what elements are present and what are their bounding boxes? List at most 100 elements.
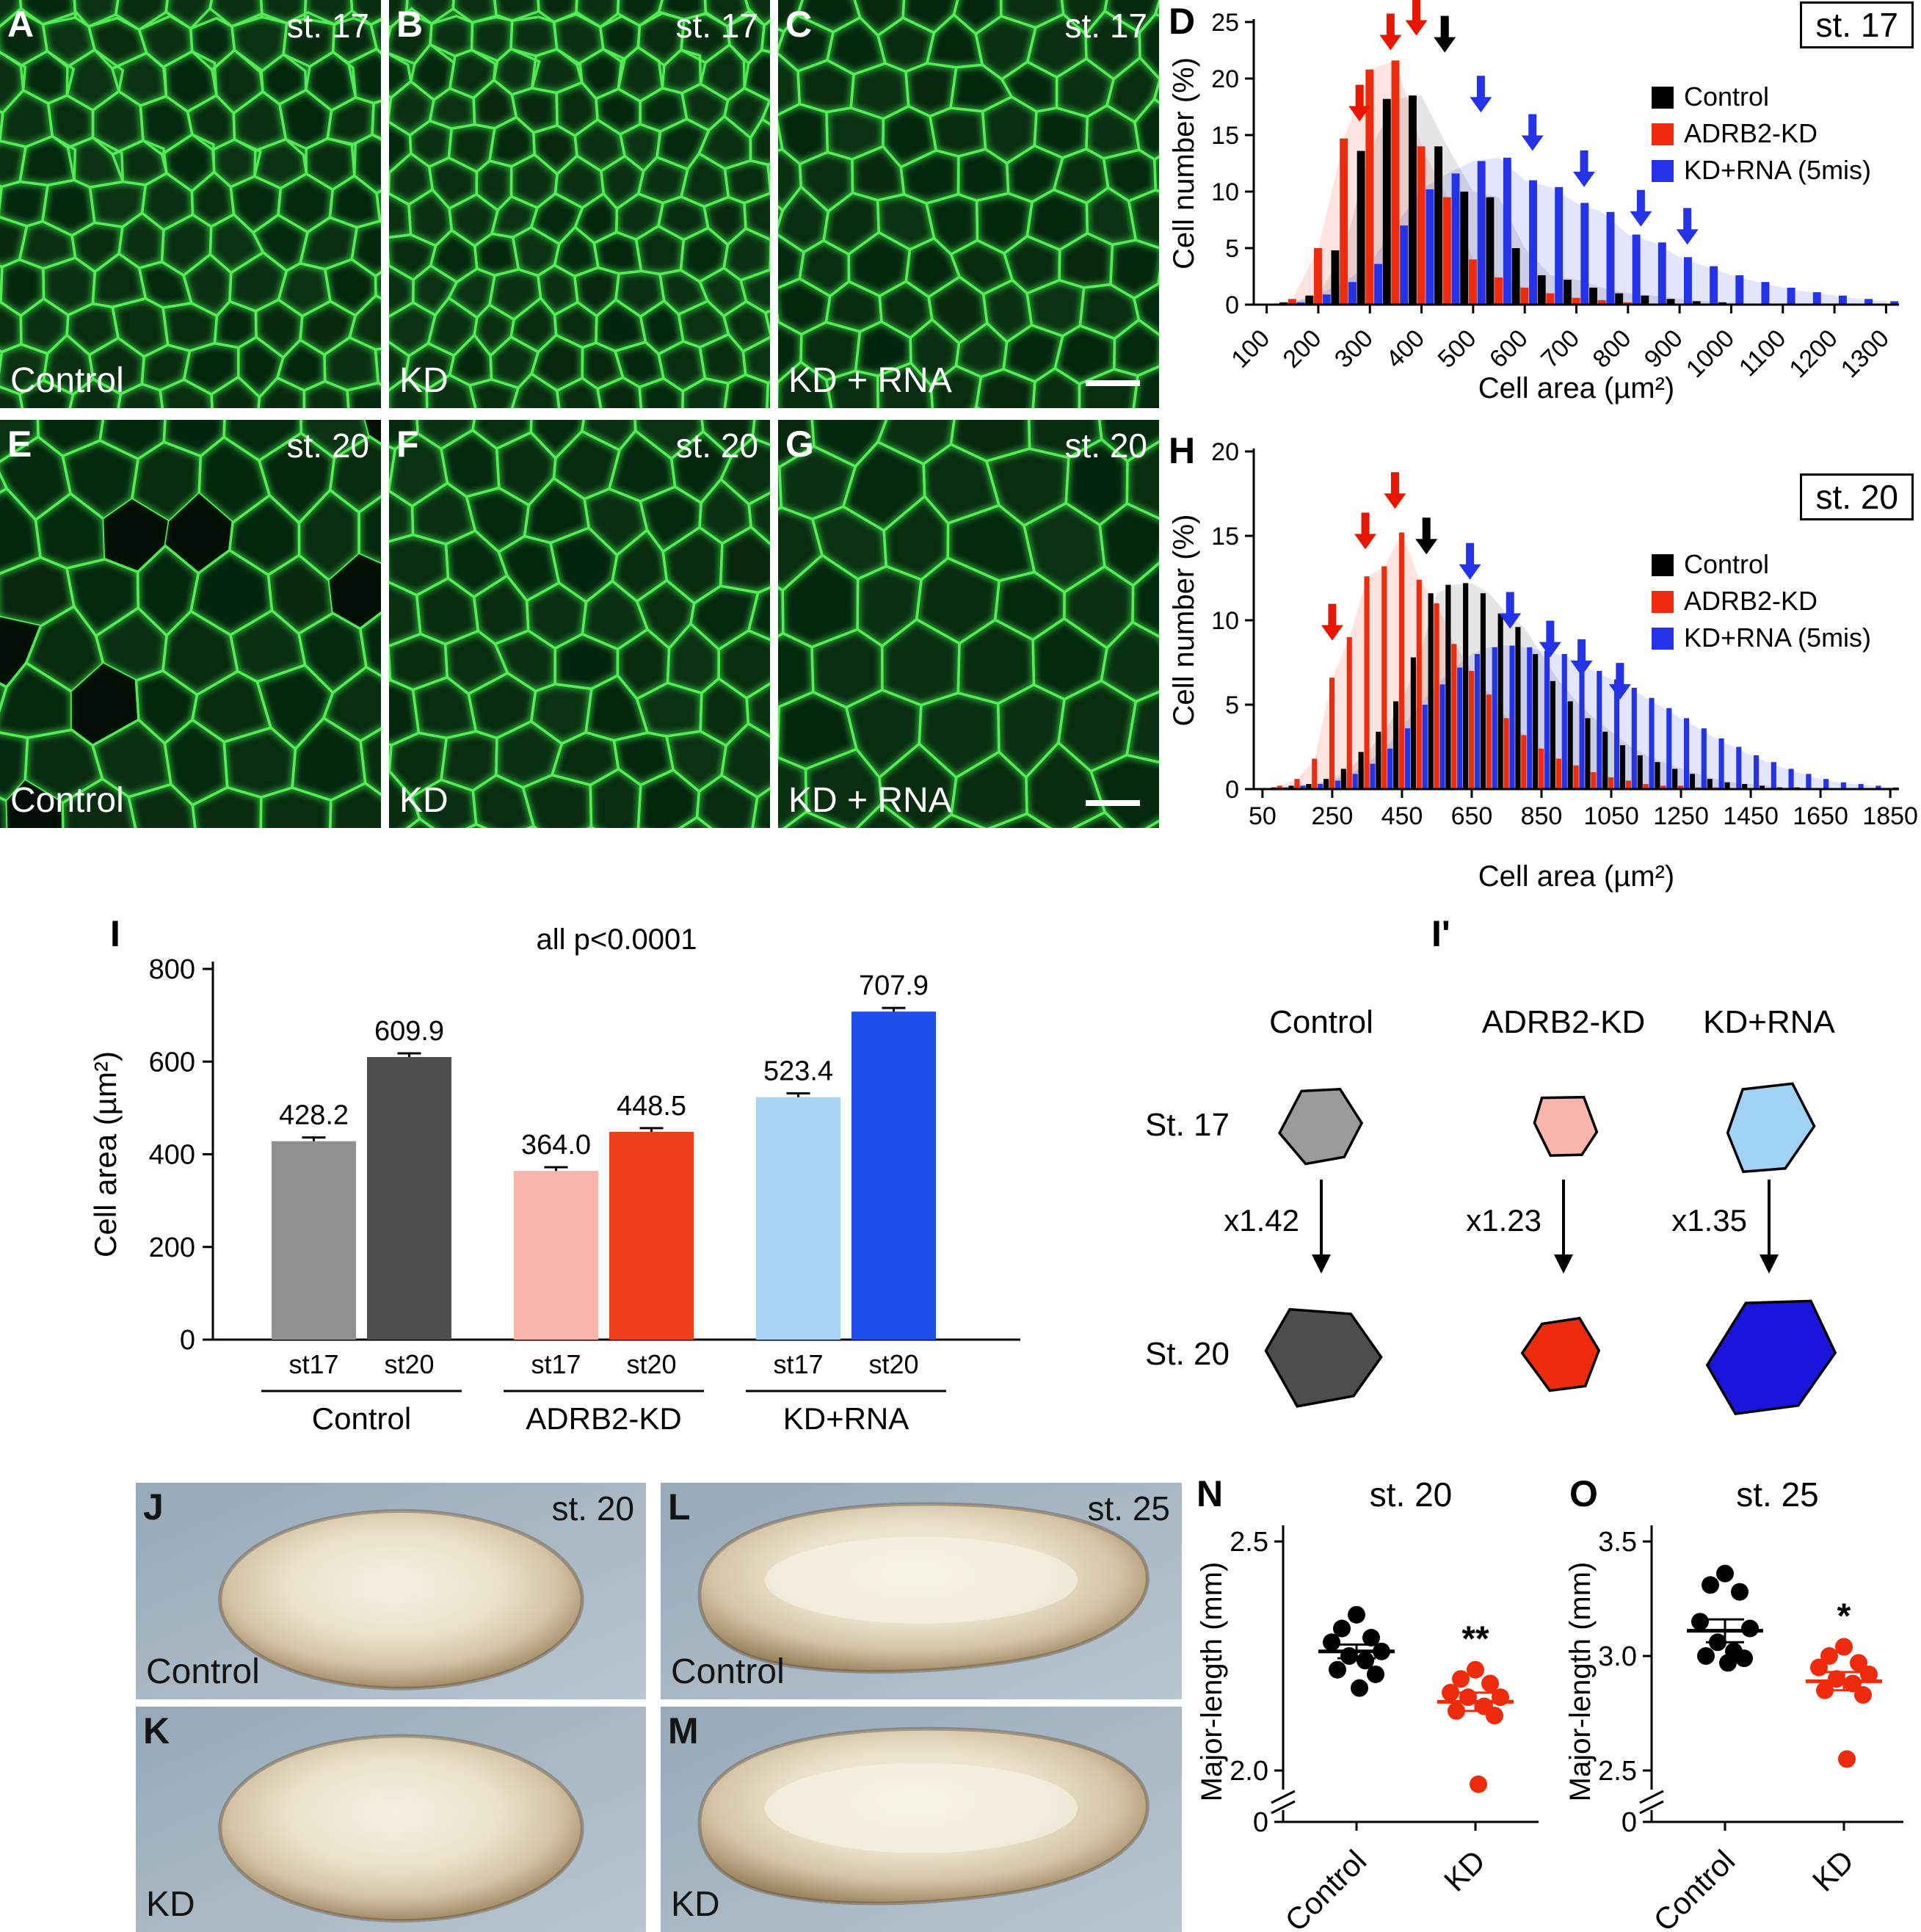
svg-text:1000: 1000 <box>1681 324 1740 383</box>
svg-text:50: 50 <box>1249 802 1277 830</box>
svg-text:KD+RNA: KD+RNA <box>1703 1004 1835 1040</box>
svg-text:Cell area (µm²): Cell area (µm²) <box>88 1051 123 1257</box>
panel-letter: A <box>7 4 35 45</box>
stage-label: st. 17 <box>286 7 369 45</box>
svg-text:**: ** <box>1461 1620 1489 1659</box>
svg-text:st20: st20 <box>626 1349 676 1379</box>
svg-text:Cell number (%): Cell number (%) <box>1168 57 1200 269</box>
panel-A: A st. 17 Control <box>0 0 381 408</box>
svg-text:St. 17: St. 17 <box>1145 1107 1230 1143</box>
svg-text:0: 0 <box>1622 1807 1637 1838</box>
svg-text:364.0: 364.0 <box>521 1130 591 1161</box>
svg-text:Cell number (%): Cell number (%) <box>1168 515 1200 727</box>
svg-text:KD+RNA: KD+RNA <box>783 1401 909 1436</box>
svg-text:st. 25: st. 25 <box>1736 1475 1819 1514</box>
svg-text:ADRB2-KD: ADRB2-KD <box>1684 586 1817 616</box>
stage-box: st. 17 <box>1800 1 1914 48</box>
panel-letter: O <box>1569 1473 1598 1514</box>
panel-letter: H <box>1169 430 1196 471</box>
svg-text:1650: 1650 <box>1793 802 1848 830</box>
svg-text:1100: 1100 <box>1734 324 1792 382</box>
svg-text:523.4: 523.4 <box>763 1056 833 1087</box>
svg-text:609.9: 609.9 <box>374 1016 444 1047</box>
panel-B: B st. 17 KD <box>389 0 770 408</box>
hexagon-growth-diagram: Control x1.42 ADRB2-KD x1.23 KD+RNA x1.35 St. … <box>1145 1004 1837 1415</box>
micrograph-E <box>0 420 381 828</box>
svg-text:1200: 1200 <box>1784 324 1842 383</box>
histogram-st20: 0 5 10 15 20 50 250 450 650 850 1050 1250 1450 1650 18… <box>1168 438 1918 893</box>
major-length-scatter-st20: 2.0 2.5 0 st. 20 Major-length (mm) Control ** K… <box>1196 1475 1539 1932</box>
panel-K: K KD <box>136 1707 646 1932</box>
panel-O-scatter: 2.5 3.0 3.5 0 st. 25 Major-length (mm) Control… <box>1564 1468 1921 1932</box>
svg-text:400: 400 <box>149 1140 195 1171</box>
svg-text:*: * <box>1837 1597 1851 1636</box>
svg-text:600: 600 <box>1484 324 1533 374</box>
svg-text:Control: Control <box>1278 1843 1373 1932</box>
svg-text:st17: st17 <box>288 1349 338 1379</box>
svg-text:KD+RNA (5mis): KD+RNA (5mis) <box>1684 622 1871 653</box>
svg-text:15: 15 <box>1211 122 1239 150</box>
svg-text:1300: 1300 <box>1836 324 1895 383</box>
svg-text:20: 20 <box>1211 65 1239 93</box>
panel-letter: I' <box>1431 913 1450 954</box>
svg-text:1850: 1850 <box>1862 802 1918 830</box>
svg-text:Cell area (µm²): Cell area (µm²) <box>1478 372 1675 404</box>
svg-text:KD+RNA (5mis): KD+RNA (5mis) <box>1684 155 1871 185</box>
svg-text:10: 10 <box>1211 607 1239 635</box>
micrograph-A <box>0 0 381 408</box>
histogram-st17: 0 5 10 15 20 25 100 200 300 400 500 600 700 800 900100… <box>1168 0 1899 404</box>
svg-text:850: 850 <box>1521 802 1563 830</box>
svg-text:5: 5 <box>1225 691 1239 719</box>
svg-text:1250: 1250 <box>1653 802 1709 830</box>
condition-label: KD <box>671 1885 720 1924</box>
stage-label: st. 17 <box>1064 7 1147 45</box>
panel-E: E st. 20 Control <box>0 420 381 828</box>
svg-text:600: 600 <box>149 1047 195 1078</box>
svg-text:Control: Control <box>312 1401 411 1436</box>
svg-text:1450: 1450 <box>1723 802 1779 830</box>
scale-bar <box>1086 380 1140 386</box>
svg-text:400: 400 <box>1381 324 1430 374</box>
panel-letter: L <box>668 1486 691 1528</box>
svg-text:200: 200 <box>1278 324 1327 374</box>
svg-text:20: 20 <box>1211 438 1239 466</box>
svg-text:500: 500 <box>1433 324 1482 374</box>
svg-text:700: 700 <box>1536 324 1585 374</box>
panel-H-histogram: 0 5 10 15 20 50 250 450 650 850 1050 1250 1450 1650 18… <box>1167 429 1921 899</box>
svg-text:Control: Control <box>1684 549 1769 579</box>
stage-label: st. 17 <box>675 7 758 45</box>
svg-text:10: 10 <box>1211 178 1239 206</box>
svg-text:900: 900 <box>1639 324 1688 374</box>
svg-text:300: 300 <box>1329 324 1379 374</box>
svg-text:KD: KD <box>1806 1843 1861 1898</box>
stage-label: st. 25 <box>1087 1489 1170 1528</box>
svg-text:Major-length (mm): Major-length (mm) <box>1196 1562 1228 1802</box>
svg-text:Control: Control <box>1684 81 1769 112</box>
embryo-photo-M <box>661 1707 1182 1932</box>
svg-text:0: 0 <box>1225 776 1239 804</box>
condition-label: Control <box>10 361 124 400</box>
svg-text:0: 0 <box>1225 291 1239 319</box>
condition-label: Control <box>671 1652 785 1691</box>
svg-text:0: 0 <box>180 1325 195 1356</box>
panel-M: M KD <box>661 1707 1182 1932</box>
panel-letter: K <box>143 1710 170 1751</box>
condition-label: KD + RNA <box>788 781 952 820</box>
svg-text:450: 450 <box>1381 802 1423 830</box>
svg-text:800: 800 <box>149 954 195 985</box>
svg-text:0: 0 <box>1253 1807 1268 1838</box>
panel-letter: D <box>1169 1 1196 42</box>
svg-text:1050: 1050 <box>1583 802 1639 830</box>
svg-text:ADRB2-KD: ADRB2-KD <box>1684 118 1817 148</box>
scale-bar <box>1086 800 1140 806</box>
svg-text:x1.23: x1.23 <box>1466 1203 1541 1238</box>
condition-label: Control <box>146 1652 260 1691</box>
svg-text:Control: Control <box>1646 1843 1741 1932</box>
svg-text:3.5: 3.5 <box>1598 1527 1637 1558</box>
svg-text:5: 5 <box>1225 235 1239 263</box>
embryo-photo-J <box>136 1483 646 1699</box>
panel-C: C st. 17 KD + RNA <box>778 0 1159 408</box>
stage-label: st. 20 <box>551 1489 634 1528</box>
embryo-photo-L <box>661 1483 1182 1699</box>
major-length-scatter-st25: 2.5 3.0 3.5 0 st. 25 Major-length (mm) Control… <box>1564 1475 1903 1932</box>
